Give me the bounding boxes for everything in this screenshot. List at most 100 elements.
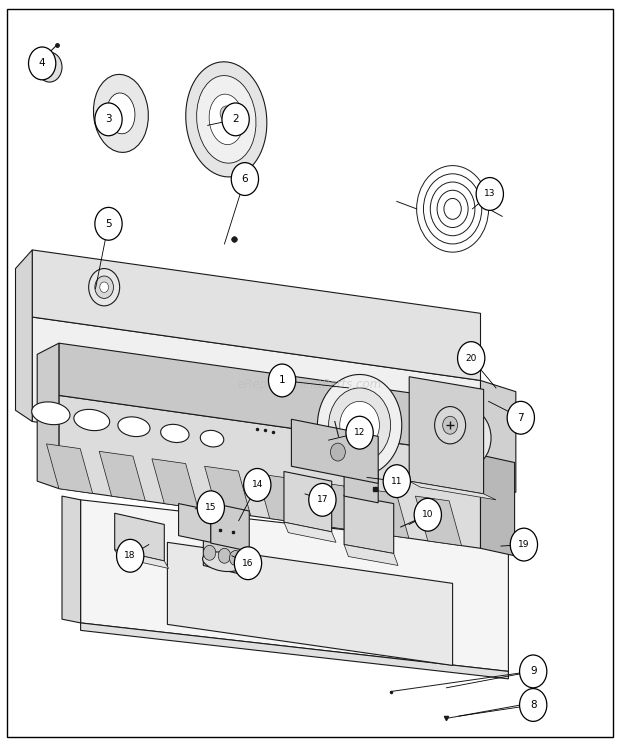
Circle shape	[37, 52, 62, 82]
Ellipse shape	[32, 402, 70, 424]
Text: 16: 16	[242, 559, 254, 568]
Polygon shape	[59, 395, 480, 548]
Polygon shape	[37, 343, 59, 489]
Text: eReplacementParts.com: eReplacementParts.com	[238, 377, 382, 391]
Polygon shape	[409, 377, 484, 494]
Circle shape	[441, 408, 491, 468]
Ellipse shape	[197, 75, 256, 163]
Circle shape	[244, 468, 271, 501]
Polygon shape	[167, 542, 453, 665]
Text: 11: 11	[391, 477, 402, 486]
Circle shape	[203, 545, 216, 560]
Circle shape	[117, 539, 144, 572]
Text: 12: 12	[354, 428, 365, 437]
Ellipse shape	[186, 62, 267, 177]
Polygon shape	[203, 532, 242, 574]
Polygon shape	[115, 513, 164, 561]
Polygon shape	[284, 522, 336, 542]
Text: 10: 10	[422, 510, 433, 519]
Circle shape	[95, 276, 113, 298]
Polygon shape	[284, 471, 332, 532]
Polygon shape	[409, 481, 496, 500]
Text: 15: 15	[205, 503, 216, 512]
Circle shape	[222, 103, 249, 136]
Ellipse shape	[74, 410, 110, 430]
Polygon shape	[16, 250, 32, 421]
Polygon shape	[310, 481, 356, 530]
Text: 8: 8	[530, 700, 536, 710]
Polygon shape	[99, 451, 145, 501]
Ellipse shape	[203, 552, 242, 571]
Polygon shape	[211, 503, 249, 551]
Circle shape	[197, 491, 224, 524]
Polygon shape	[363, 489, 409, 538]
Polygon shape	[480, 380, 516, 492]
Circle shape	[231, 163, 259, 195]
Polygon shape	[291, 419, 378, 483]
Text: 6: 6	[242, 174, 248, 184]
Circle shape	[234, 547, 262, 580]
Circle shape	[510, 528, 538, 561]
Circle shape	[443, 416, 458, 434]
Circle shape	[95, 103, 122, 136]
Ellipse shape	[107, 93, 135, 134]
Text: 1: 1	[279, 375, 285, 386]
Text: 9: 9	[530, 666, 536, 677]
Circle shape	[451, 419, 482, 457]
Ellipse shape	[118, 417, 150, 436]
Circle shape	[29, 47, 56, 80]
Circle shape	[520, 655, 547, 688]
Circle shape	[95, 207, 122, 240]
Ellipse shape	[200, 430, 224, 447]
Text: 20: 20	[466, 354, 477, 363]
Circle shape	[520, 689, 547, 721]
Text: 19: 19	[518, 540, 529, 549]
Text: 18: 18	[125, 551, 136, 560]
Circle shape	[414, 498, 441, 531]
Polygon shape	[152, 459, 198, 508]
Circle shape	[330, 443, 345, 461]
Circle shape	[89, 269, 120, 306]
Circle shape	[458, 342, 485, 374]
Polygon shape	[344, 463, 378, 503]
Text: 2: 2	[232, 114, 239, 125]
Circle shape	[329, 388, 391, 463]
Text: 7: 7	[518, 413, 524, 423]
Text: 14: 14	[252, 480, 263, 489]
Polygon shape	[81, 500, 508, 671]
Circle shape	[317, 374, 402, 476]
Polygon shape	[32, 250, 480, 380]
Text: 13: 13	[484, 189, 495, 198]
Circle shape	[220, 106, 232, 121]
Polygon shape	[344, 495, 394, 554]
Circle shape	[268, 364, 296, 397]
Polygon shape	[480, 455, 515, 556]
Polygon shape	[205, 466, 250, 515]
Ellipse shape	[209, 94, 244, 145]
Text: 3: 3	[105, 114, 112, 125]
Circle shape	[229, 551, 242, 565]
Circle shape	[507, 401, 534, 434]
Polygon shape	[257, 474, 303, 523]
Circle shape	[383, 465, 410, 498]
Circle shape	[218, 548, 231, 563]
Polygon shape	[62, 496, 81, 623]
Circle shape	[45, 61, 55, 73]
Circle shape	[100, 282, 108, 292]
Circle shape	[346, 416, 373, 449]
Polygon shape	[115, 550, 169, 568]
Polygon shape	[415, 496, 461, 545]
Circle shape	[309, 483, 336, 516]
Polygon shape	[81, 623, 508, 679]
Polygon shape	[179, 504, 211, 542]
Circle shape	[476, 178, 503, 210]
Text: 17: 17	[317, 495, 328, 504]
Polygon shape	[59, 343, 480, 455]
Text: 4: 4	[39, 58, 45, 69]
Circle shape	[340, 401, 379, 449]
Circle shape	[435, 407, 466, 444]
Text: 5: 5	[105, 219, 112, 229]
Polygon shape	[344, 545, 398, 565]
Ellipse shape	[161, 424, 189, 442]
Ellipse shape	[94, 75, 148, 152]
